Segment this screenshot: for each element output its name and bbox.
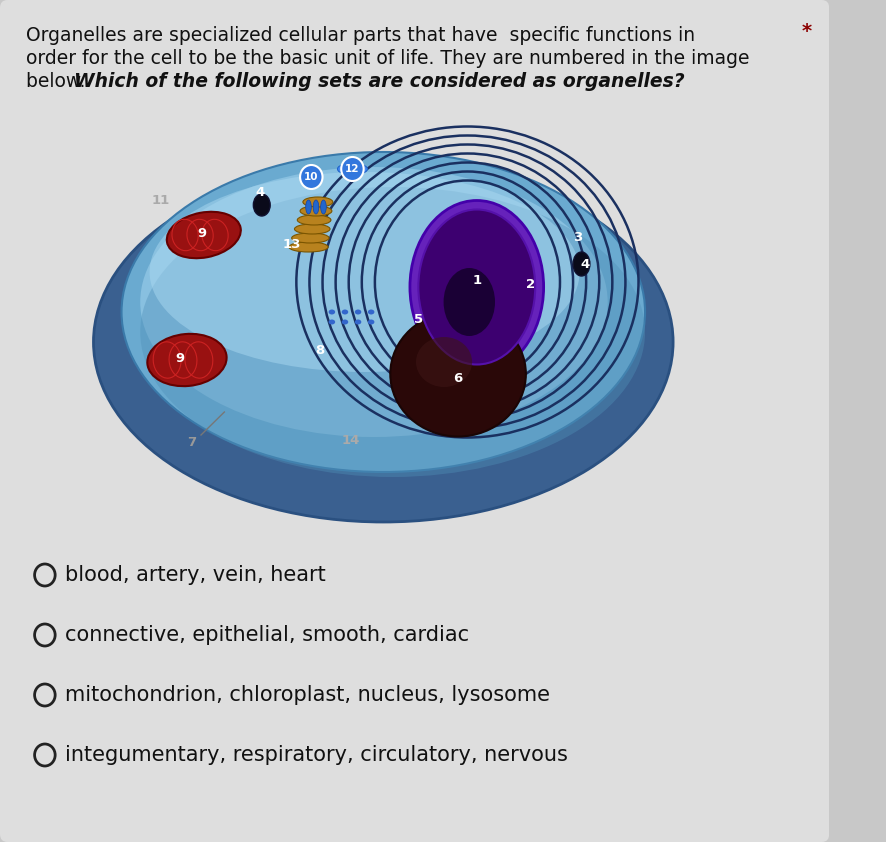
Text: below.: below. — [27, 72, 91, 91]
Text: Which of the following sets are considered as organelles?: Which of the following sets are consider… — [74, 72, 684, 91]
Ellipse shape — [368, 310, 374, 315]
Ellipse shape — [289, 242, 328, 252]
Text: order for the cell to be the basic unit of life. They are numbered in the image: order for the cell to be the basic unit … — [27, 49, 749, 68]
Ellipse shape — [354, 319, 361, 324]
Ellipse shape — [418, 210, 534, 365]
Ellipse shape — [321, 200, 326, 214]
Ellipse shape — [140, 167, 607, 437]
Text: *: * — [801, 22, 812, 41]
Ellipse shape — [147, 333, 226, 386]
Ellipse shape — [341, 310, 348, 315]
FancyBboxPatch shape — [0, 0, 828, 842]
Text: 2: 2 — [526, 278, 535, 290]
Ellipse shape — [150, 172, 579, 372]
Ellipse shape — [294, 224, 330, 234]
Ellipse shape — [416, 337, 471, 387]
Text: 4: 4 — [255, 185, 264, 199]
Ellipse shape — [337, 165, 350, 173]
Ellipse shape — [572, 252, 589, 276]
Text: 11: 11 — [152, 194, 170, 206]
Text: mitochondrion, chloroplast, nucleus, lysosome: mitochondrion, chloroplast, nucleus, lys… — [66, 685, 550, 705]
Text: 12: 12 — [345, 164, 360, 174]
Text: blood, artery, vein, heart: blood, artery, vein, heart — [66, 565, 326, 585]
Circle shape — [341, 157, 363, 181]
Ellipse shape — [140, 187, 644, 477]
Text: integumentary, respiratory, circulatory, nervous: integumentary, respiratory, circulatory,… — [66, 745, 568, 765]
Ellipse shape — [368, 319, 374, 324]
Text: 10: 10 — [304, 172, 318, 182]
Ellipse shape — [302, 197, 332, 207]
Text: 14: 14 — [341, 434, 360, 446]
Ellipse shape — [341, 319, 348, 324]
Text: Organelles are specialized cellular parts that have  specific functions in: Organelles are specialized cellular part… — [27, 26, 695, 45]
Text: connective, epithelial, smooth, cardiac: connective, epithelial, smooth, cardiac — [66, 625, 469, 645]
Text: 4: 4 — [580, 258, 589, 270]
Ellipse shape — [253, 194, 270, 216]
Ellipse shape — [297, 215, 330, 225]
Ellipse shape — [93, 162, 672, 522]
Text: 9: 9 — [175, 351, 185, 365]
Ellipse shape — [328, 310, 335, 315]
Ellipse shape — [328, 319, 335, 324]
Circle shape — [299, 165, 323, 189]
Text: 13: 13 — [282, 237, 300, 251]
Text: 8: 8 — [315, 344, 324, 356]
Ellipse shape — [390, 312, 525, 436]
Ellipse shape — [306, 200, 311, 214]
Text: 7: 7 — [187, 435, 196, 449]
Text: 9: 9 — [198, 226, 206, 239]
Text: 1: 1 — [471, 274, 481, 286]
Ellipse shape — [443, 268, 494, 336]
Text: 5: 5 — [414, 312, 423, 326]
Ellipse shape — [313, 200, 318, 214]
Ellipse shape — [291, 233, 329, 243]
Ellipse shape — [354, 310, 361, 315]
Text: 6: 6 — [453, 371, 462, 385]
Ellipse shape — [167, 212, 240, 258]
Ellipse shape — [354, 165, 367, 173]
Ellipse shape — [409, 200, 543, 374]
Text: 3: 3 — [572, 231, 582, 243]
Ellipse shape — [121, 152, 644, 472]
Ellipse shape — [299, 206, 331, 216]
